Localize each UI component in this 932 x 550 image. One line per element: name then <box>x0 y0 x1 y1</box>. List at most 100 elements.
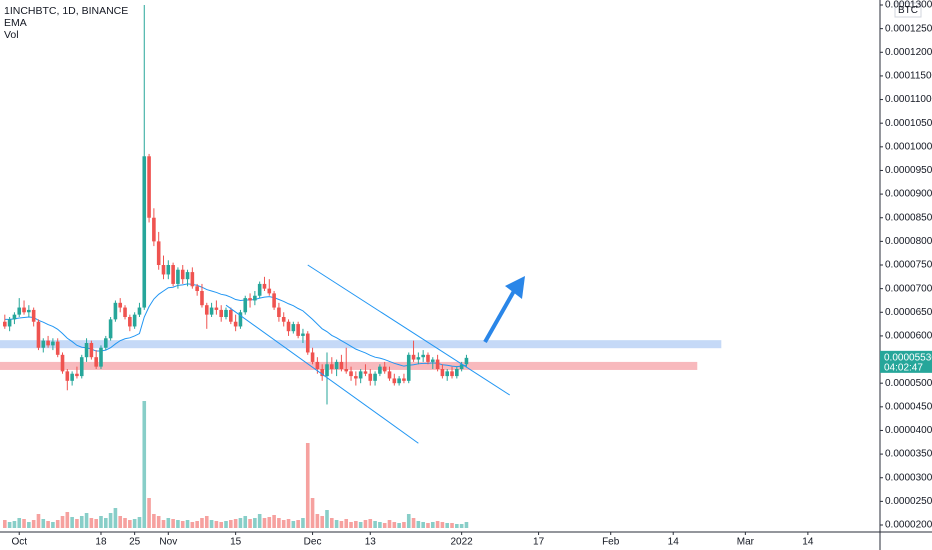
candle-body <box>267 288 272 294</box>
price-zone <box>0 361 698 370</box>
candle-body <box>253 295 257 301</box>
candle-body <box>36 321 41 348</box>
candle-body <box>128 317 132 327</box>
candle-body <box>60 354 65 372</box>
candle-body <box>176 269 180 284</box>
candle-body <box>180 269 185 280</box>
candle-body <box>272 293 276 308</box>
candle-body <box>320 369 324 377</box>
volume-bar <box>243 516 248 528</box>
last-price-box <box>880 350 932 373</box>
candle-body <box>421 354 425 358</box>
volume-bar <box>132 519 137 528</box>
candle-body <box>200 291 204 306</box>
volume-bar <box>445 523 450 528</box>
currency-label: BTC <box>898 5 918 16</box>
candle-body <box>257 283 262 296</box>
candle-body <box>229 309 233 322</box>
candle-body <box>368 373 373 381</box>
candle-body <box>108 319 113 339</box>
candle-body <box>31 309 36 322</box>
candle-body <box>281 317 286 322</box>
volume-bar <box>200 518 204 528</box>
candle-body <box>277 307 281 318</box>
volume-bar <box>430 522 435 528</box>
candle-body <box>27 309 31 313</box>
volume-bar <box>248 519 252 528</box>
volume-bar <box>70 517 74 528</box>
candle-body <box>358 371 363 379</box>
candle-body <box>51 341 55 346</box>
candle-body <box>219 309 224 318</box>
candle-body <box>378 366 382 374</box>
candle-body <box>402 378 406 381</box>
candle-body <box>435 359 440 370</box>
volume-bar <box>17 518 22 528</box>
candle-body <box>330 364 334 370</box>
candle-body <box>387 371 392 379</box>
candle-body <box>84 343 89 358</box>
volume-bar <box>267 517 272 528</box>
volume-bar <box>214 521 219 528</box>
volume-bar <box>402 522 406 528</box>
volume-bar <box>27 522 31 528</box>
volume-bar <box>3 520 7 528</box>
volume-bar <box>291 521 296 528</box>
candle-body <box>195 286 199 292</box>
volume-bar <box>60 516 65 528</box>
volume-bar <box>147 498 151 528</box>
candle-body <box>238 312 243 327</box>
volume-bar <box>22 519 26 528</box>
volume-bar <box>75 519 79 528</box>
volume-bar <box>315 514 320 528</box>
candle-body <box>132 314 137 327</box>
volume-bar <box>320 516 324 528</box>
volume-bar <box>142 401 147 528</box>
volume-bar <box>411 518 416 528</box>
last-price-label: 0.00005536 <box>884 352 932 363</box>
candle-body <box>411 354 416 360</box>
volume-bar <box>224 521 228 528</box>
ema-line <box>4 283 467 368</box>
volume-bar <box>301 518 305 528</box>
volume-bar <box>152 514 156 528</box>
volume-bar <box>209 520 214 528</box>
candle-body <box>455 369 459 377</box>
symbol-title: 1INCHBTC, 1D, BINANCE <box>4 5 128 17</box>
x-tick-label: 14 <box>802 537 814 548</box>
volume-bar <box>229 520 233 528</box>
candle-body <box>291 324 296 332</box>
candle-body <box>137 307 142 315</box>
volume-bar <box>421 522 425 528</box>
volume-bar <box>137 517 142 528</box>
volume-bar <box>406 514 411 528</box>
x-tick-label: 14 <box>668 537 680 548</box>
candle-body <box>349 371 353 377</box>
volume-bar <box>55 520 60 528</box>
candle-body <box>142 156 147 308</box>
candle-body <box>392 378 397 384</box>
candle-body <box>243 298 248 313</box>
candle-body <box>7 319 12 327</box>
plot-area <box>0 5 722 528</box>
candle-body <box>397 378 401 384</box>
candle-body <box>430 359 435 362</box>
candle-body <box>224 309 228 318</box>
volume-bar <box>349 522 353 528</box>
volume-bar <box>233 519 238 528</box>
candle-body <box>99 347 103 367</box>
volume-bar <box>455 524 459 528</box>
volume-bar <box>166 518 171 528</box>
arrow-shaft <box>483 290 516 343</box>
indicator-label: EMA <box>4 17 27 29</box>
volume-bar <box>272 515 276 528</box>
x-tick-label: Oct <box>11 537 27 548</box>
candle-body <box>55 341 60 355</box>
candle-body <box>89 343 94 358</box>
